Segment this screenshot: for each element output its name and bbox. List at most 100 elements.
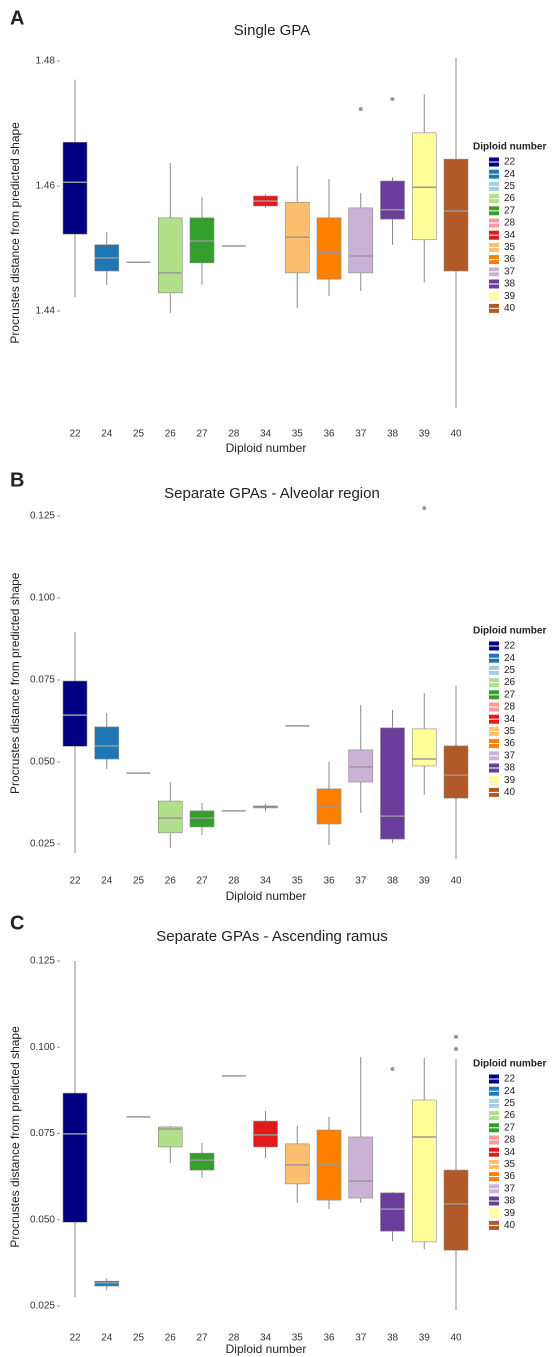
- legend-label: 28: [504, 702, 516, 713]
- outlier: [390, 1066, 395, 1071]
- x-tick-label: 28: [228, 876, 240, 887]
- x-tick-label: 39: [419, 876, 431, 887]
- legend-label: 35: [504, 242, 516, 253]
- legend-label: 35: [504, 726, 516, 737]
- box: [380, 180, 405, 220]
- box: [253, 1120, 278, 1148]
- legend-label: 27: [504, 1122, 516, 1133]
- legend-label: 25: [504, 1098, 516, 1109]
- x-tick-label: 24: [101, 429, 113, 440]
- x-tick-label: 26: [165, 429, 177, 440]
- outlier: [358, 107, 363, 112]
- legend-label: 28: [504, 218, 516, 229]
- x-tick-label: 35: [292, 876, 304, 887]
- legend-label: 34: [504, 230, 516, 241]
- y-tick-label: 0.075: [30, 1128, 55, 1139]
- y-tick-label: 1.44: [36, 306, 56, 317]
- legend-label: 27: [504, 205, 516, 216]
- y-tick-label: 0.025: [30, 1301, 55, 1312]
- x-tick-label: 22: [69, 1333, 81, 1344]
- box: [157, 1126, 183, 1148]
- x-tick-label: 25: [133, 1333, 145, 1344]
- outlier: [454, 1034, 458, 1039]
- x-tick-label: 37: [355, 1333, 367, 1344]
- legend-label: 22: [504, 641, 516, 652]
- y-tick-label: 1.48: [36, 56, 56, 67]
- y-tick-label: 0.075: [30, 675, 55, 686]
- legend-title: Diploid number: [473, 1059, 546, 1070]
- legend-label: 37: [504, 750, 516, 761]
- legend-label: 39: [504, 291, 516, 302]
- x-tick-label: 26: [165, 876, 177, 887]
- x-tick-label: 34: [260, 876, 272, 887]
- x-tick-label: 36: [323, 876, 335, 887]
- y-tick-label: 0.050: [30, 757, 55, 768]
- y-axis-label: Procrustes distance from predicted shape: [8, 1026, 22, 1248]
- legend-label: 38: [504, 279, 516, 290]
- legend-label: 40: [504, 303, 516, 314]
- box: [284, 1143, 310, 1185]
- legend-title: Diploid number: [473, 142, 546, 153]
- legend-label: 24: [504, 653, 516, 664]
- x-tick-label: 24: [101, 1333, 113, 1344]
- panel-letter: A: [10, 7, 24, 29]
- legend-label: 34: [504, 714, 516, 725]
- legend-label: 26: [504, 193, 516, 204]
- box: [94, 726, 120, 760]
- x-tick-label: 27: [196, 429, 208, 440]
- x-tick-label: 34: [260, 429, 272, 440]
- box: [157, 800, 183, 834]
- x-tick-label: 35: [292, 429, 304, 440]
- x-tick-label: 38: [387, 1333, 399, 1344]
- legend-label: 36: [504, 254, 516, 265]
- box: [157, 217, 183, 294]
- box: [348, 1136, 374, 1199]
- box: [189, 1152, 215, 1171]
- box: [380, 1192, 405, 1232]
- box: [411, 132, 437, 241]
- y-tick-label: 0.025: [30, 839, 55, 850]
- panel-letter: C: [10, 912, 24, 934]
- legend-label: 27: [504, 689, 516, 700]
- x-axis-label: Diploid number: [226, 1342, 307, 1356]
- y-axis-label: Procrustes distance from predicted shape: [8, 122, 22, 344]
- legend-title: Diploid number: [473, 626, 546, 637]
- legend-label: 22: [504, 157, 516, 168]
- legend-label: 22: [504, 1074, 516, 1085]
- legend-label: 39: [504, 775, 516, 786]
- box: [348, 749, 374, 783]
- y-tick-label: 0.100: [30, 1042, 55, 1053]
- y-axis-label: Procrustes distance from predicted shape: [8, 572, 22, 794]
- box: [443, 158, 469, 272]
- y-tick-label: 1.46: [36, 181, 56, 192]
- x-tick-label: 40: [450, 876, 462, 887]
- x-axis-label: Diploid number: [226, 441, 307, 455]
- outlier: [390, 97, 395, 102]
- legend-label: 25: [504, 665, 516, 676]
- legend-label: 37: [504, 266, 516, 277]
- y-tick-label: 0.050: [30, 1214, 55, 1225]
- x-tick-label: 40: [450, 429, 462, 440]
- legend-label: 34: [504, 1147, 516, 1158]
- x-tick-label: 36: [323, 429, 335, 440]
- x-tick-label: 25: [133, 429, 145, 440]
- legend-label: 40: [504, 787, 516, 798]
- outlier: [422, 506, 427, 511]
- y-tick-label: 0.125: [30, 511, 55, 522]
- box: [62, 680, 88, 747]
- x-tick-label: 38: [387, 429, 399, 440]
- legend-label: 35: [504, 1159, 516, 1170]
- legend-label: 26: [504, 1110, 516, 1121]
- box: [62, 141, 88, 235]
- box: [443, 745, 469, 799]
- legend-label: 36: [504, 1171, 516, 1182]
- outlier: [454, 1046, 458, 1051]
- x-tick-label: 25: [133, 876, 145, 887]
- box: [411, 728, 437, 767]
- x-axis-label: Diploid number: [226, 889, 307, 903]
- x-tick-label: 36: [323, 1333, 335, 1344]
- x-tick-label: 27: [196, 876, 208, 887]
- box: [189, 810, 215, 828]
- legend-label: 38: [504, 763, 516, 774]
- chart-title: Single GPA: [234, 22, 310, 39]
